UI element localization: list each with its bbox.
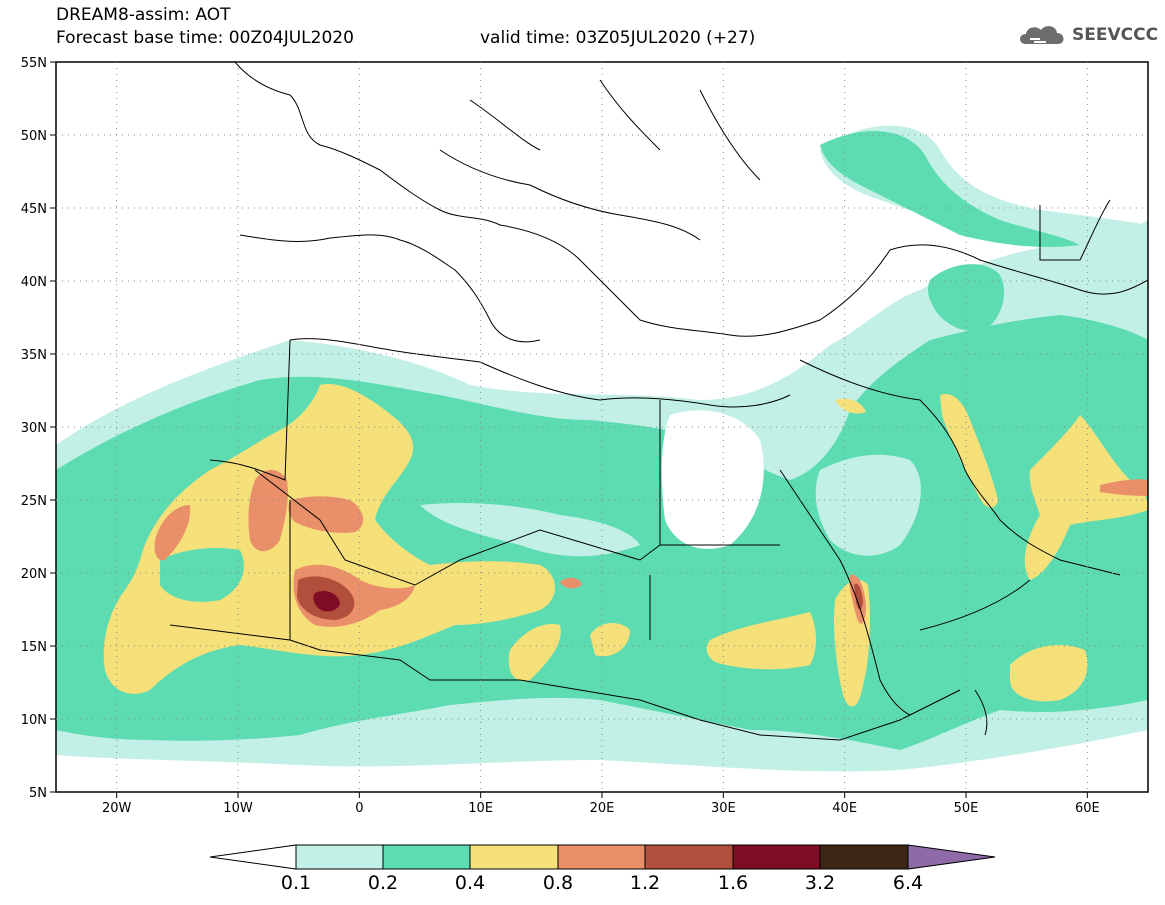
valid-time: valid time: 03Z05JUL2020 (+27) [480, 28, 756, 48]
lon-tick-label: 50E [954, 801, 979, 816]
colorbar-label-7: 6.4 [892, 872, 924, 894]
lat-tick-label: 45N [21, 202, 47, 217]
axis-ticks: 55N 50N 45N 40N 35N 30N 25N 20N 15N 10N 5N 20W 10W 0 1… [21, 56, 1100, 816]
lat-tick-label: 15N [21, 640, 47, 655]
colorbar-segment-4 [644, 844, 734, 870]
lat-tick-label: 35N [21, 348, 47, 363]
colorbar [209, 844, 996, 870]
lat-tick-label: 20N [21, 567, 47, 582]
coastlines-and-borders [169, 62, 1148, 741]
lat-tick-label: 5N [29, 786, 47, 801]
lon-tick-label: 20E [590, 801, 615, 816]
colorbar-segment-0 [295, 844, 384, 870]
lat-tick-label: 40N [21, 275, 47, 290]
colorbar-high-extend [907, 844, 996, 870]
lat-tick-label: 25N [21, 494, 47, 509]
lon-tick-label: 20W [102, 801, 132, 816]
aot-contour-fields [56, 125, 1148, 772]
lon-tick-label: 10E [468, 801, 493, 816]
lon-tick-label: 60E [1075, 801, 1100, 816]
lat-tick-label: 55N [21, 56, 47, 71]
colorbar-segment-1 [382, 844, 471, 870]
colorbar-label-2: 0.4 [454, 872, 486, 894]
lat-tick-label: 30N [21, 421, 47, 436]
lat-tick-label: 50N [21, 129, 47, 144]
forecast-base-time: Forecast base time: 00Z04JUL2020 [56, 28, 354, 48]
colorbar-segment-5 [732, 844, 821, 870]
colorbar-label-3: 0.8 [542, 872, 574, 894]
colorbar-label-5: 1.6 [717, 872, 749, 894]
cloud-icon [1020, 26, 1064, 44]
colorbar-segment-6 [819, 844, 909, 870]
lon-tick-label: 10W [223, 801, 253, 816]
colorbar-label-1: 0.2 [367, 872, 399, 894]
colorbar-segment-3 [557, 844, 646, 870]
lon-tick-label: 30E [711, 801, 736, 816]
colorbar-low-extend [209, 844, 297, 870]
logo-text: SEEVCCC [1072, 25, 1159, 45]
lon-tick-label: 0 [355, 801, 363, 816]
colorbar-label-6: 3.2 [804, 872, 836, 894]
colorbar-segment-2 [469, 844, 559, 870]
lat-tick-label: 10N [21, 713, 47, 728]
map-title: DREAM8-assim: AOT [56, 5, 231, 25]
colorbar-label-4: 1.2 [629, 872, 661, 894]
graticule [56, 62, 1148, 792]
seevccc-logo: SEEVCCC [1016, 22, 1158, 48]
lon-tick-label: 40E [832, 801, 857, 816]
colorbar-label-0: 0.1 [280, 872, 312, 894]
